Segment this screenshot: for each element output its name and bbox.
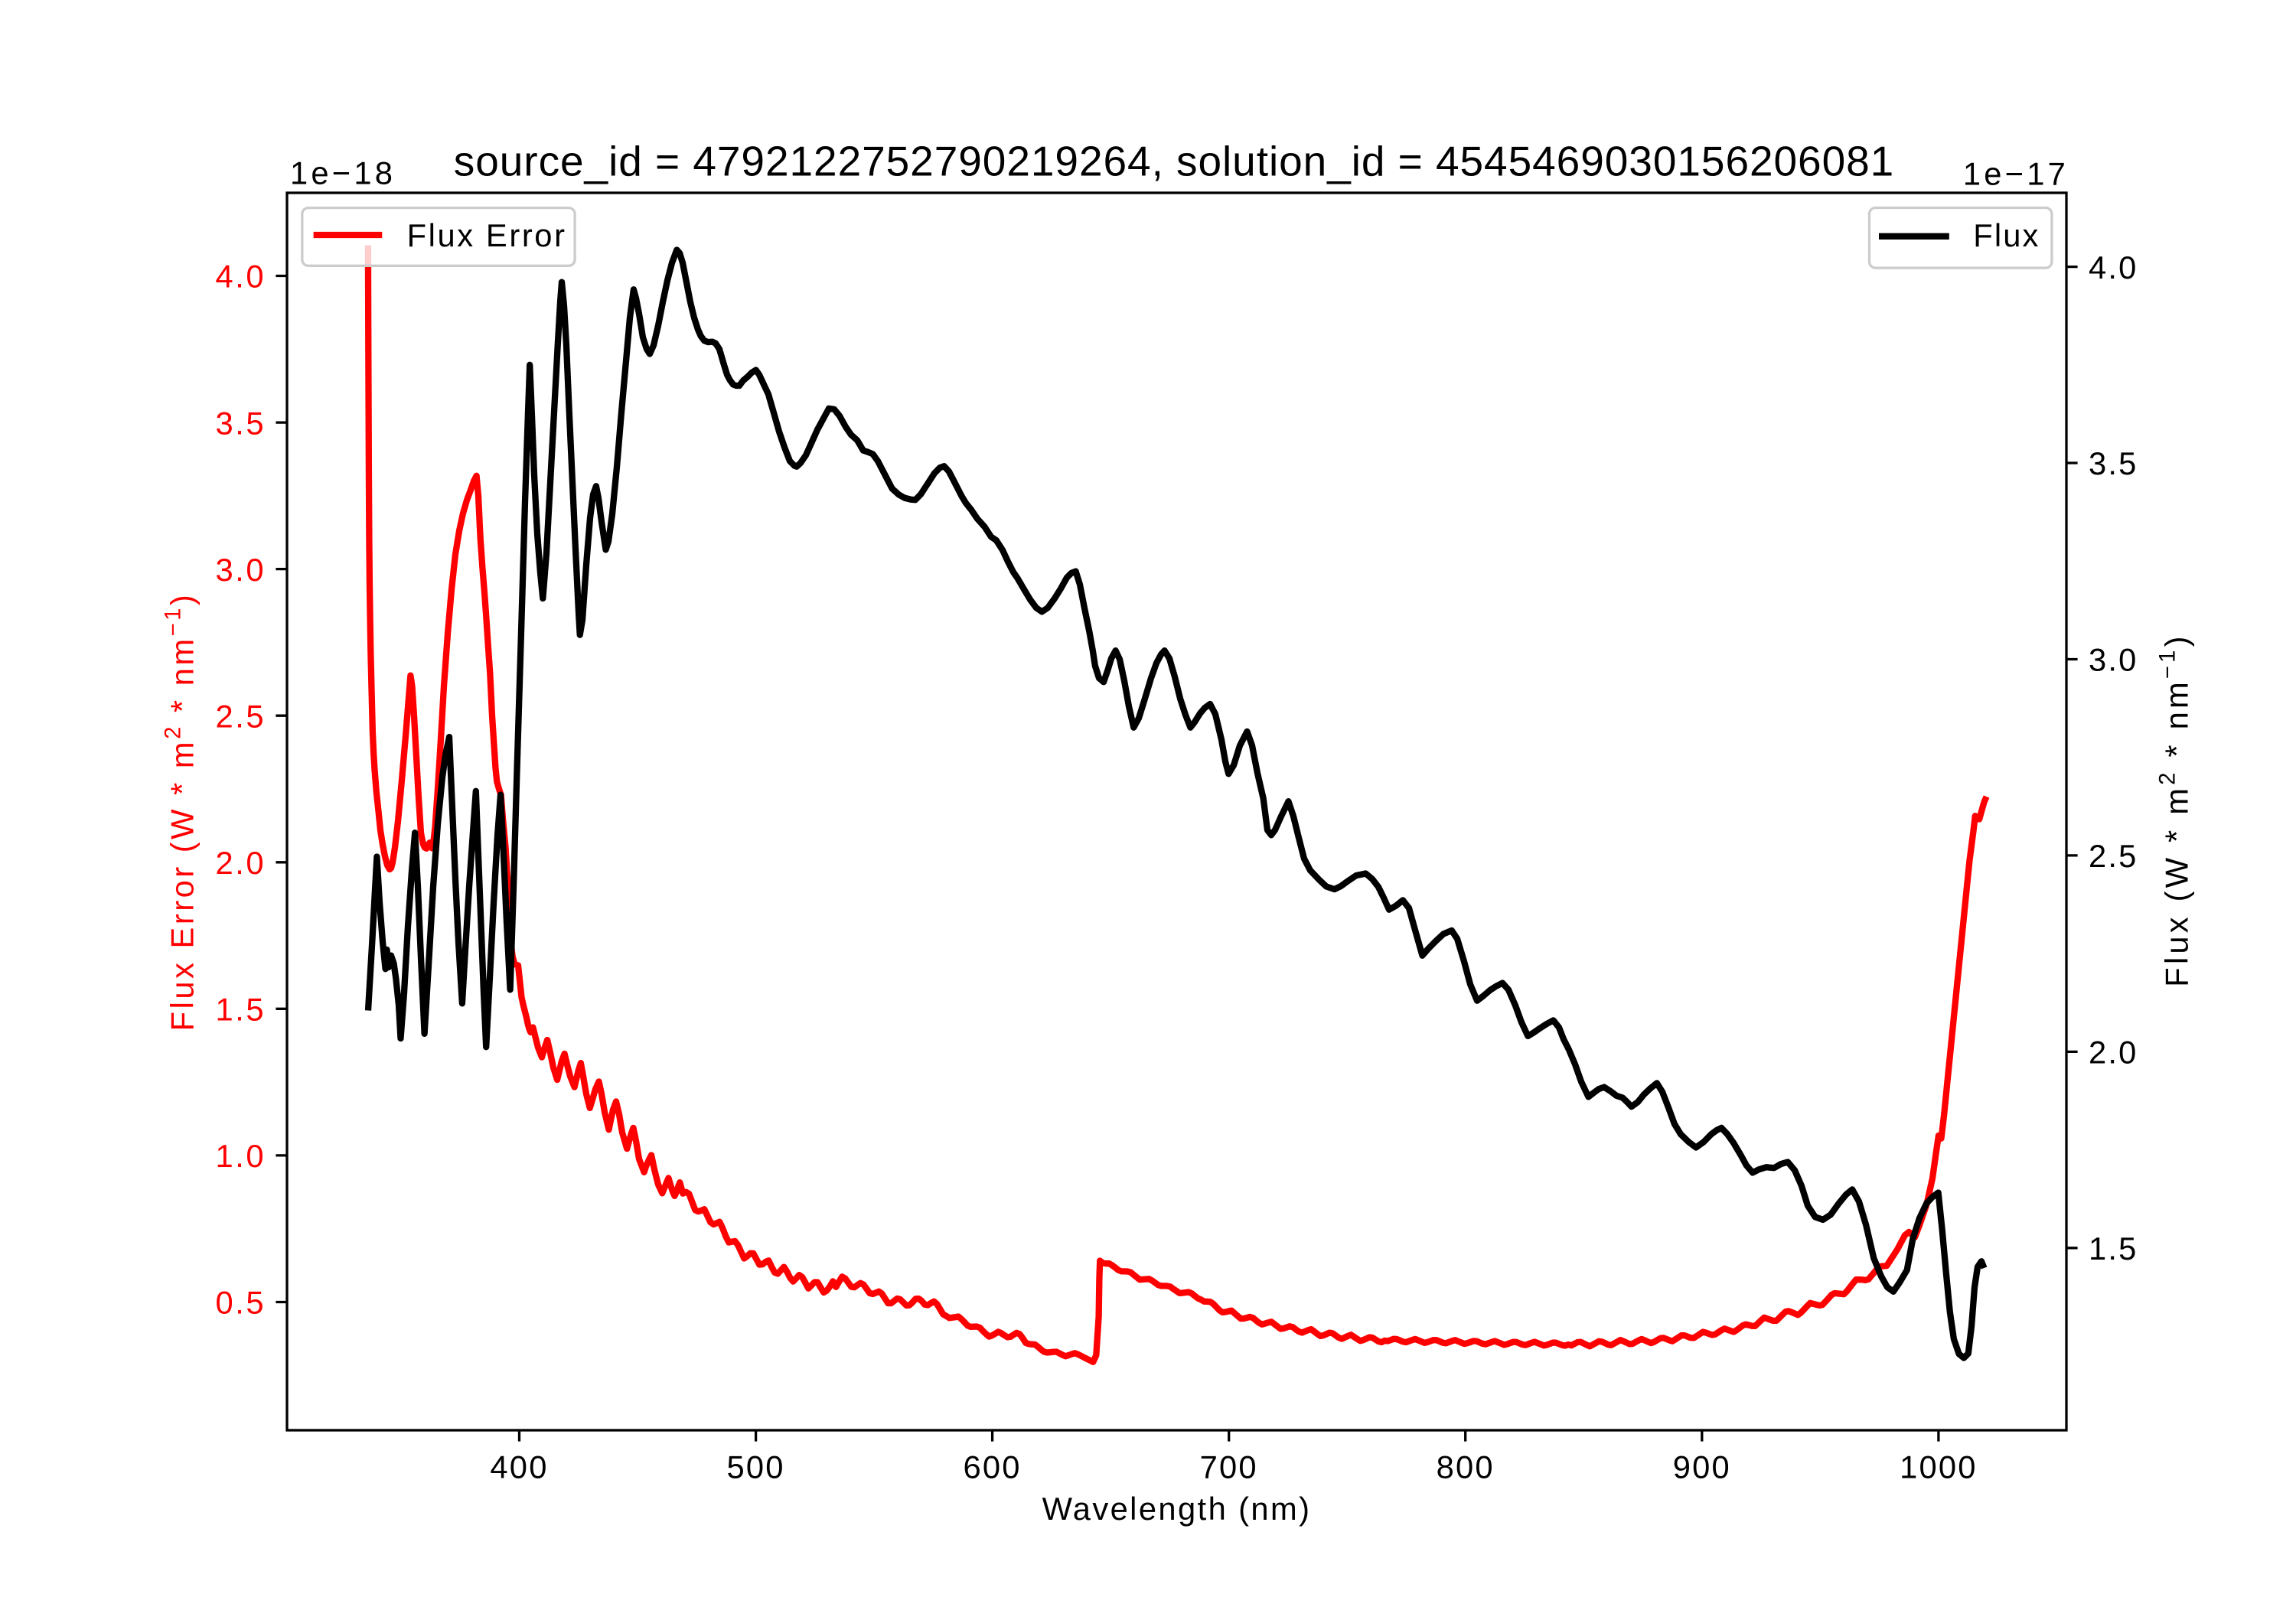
svg-text:500: 500 xyxy=(727,1449,785,1485)
svg-text:1.5: 1.5 xyxy=(2089,1231,2138,1266)
svg-text:2.5: 2.5 xyxy=(216,698,266,734)
svg-text:4.0: 4.0 xyxy=(2089,249,2138,285)
svg-text:2.0: 2.0 xyxy=(216,845,266,881)
svg-text:Flux (W * m2 * nm−1): Flux (W * m2 * nm−1) xyxy=(2156,633,2195,986)
svg-text:1000: 1000 xyxy=(1900,1449,1978,1485)
svg-text:900: 900 xyxy=(1673,1449,1731,1485)
svg-text:2.5: 2.5 xyxy=(2089,838,2138,874)
svg-text:1.5: 1.5 xyxy=(216,992,266,1028)
svg-text:1e−17: 1e−17 xyxy=(1963,156,2069,192)
svg-text:source_id = 479212275279021926: source_id = 4792122752790219264, solutio… xyxy=(454,138,1894,185)
svg-text:3.5: 3.5 xyxy=(2089,445,2138,481)
svg-text:400: 400 xyxy=(490,1449,548,1485)
svg-text:0.5: 0.5 xyxy=(216,1285,266,1321)
svg-text:1.0: 1.0 xyxy=(216,1138,266,1174)
svg-text:Flux: Flux xyxy=(1973,217,2040,253)
svg-text:1e−18: 1e−18 xyxy=(290,155,396,191)
svg-text:3.0: 3.0 xyxy=(216,552,266,588)
svg-text:800: 800 xyxy=(1437,1449,1495,1485)
svg-text:3.0: 3.0 xyxy=(2089,642,2138,678)
svg-text:4.0: 4.0 xyxy=(216,259,266,295)
svg-text:Flux Error (W * m2 * nm−1): Flux Error (W * m2 * nm−1) xyxy=(161,592,201,1032)
svg-text:2.0: 2.0 xyxy=(2089,1035,2138,1071)
svg-text:Flux Error: Flux Error xyxy=(407,217,567,253)
svg-text:700: 700 xyxy=(1200,1449,1258,1485)
svg-text:3.5: 3.5 xyxy=(216,405,266,441)
svg-text:Wavelength (nm): Wavelength (nm) xyxy=(1042,1491,1312,1527)
svg-text:600: 600 xyxy=(964,1449,1022,1485)
